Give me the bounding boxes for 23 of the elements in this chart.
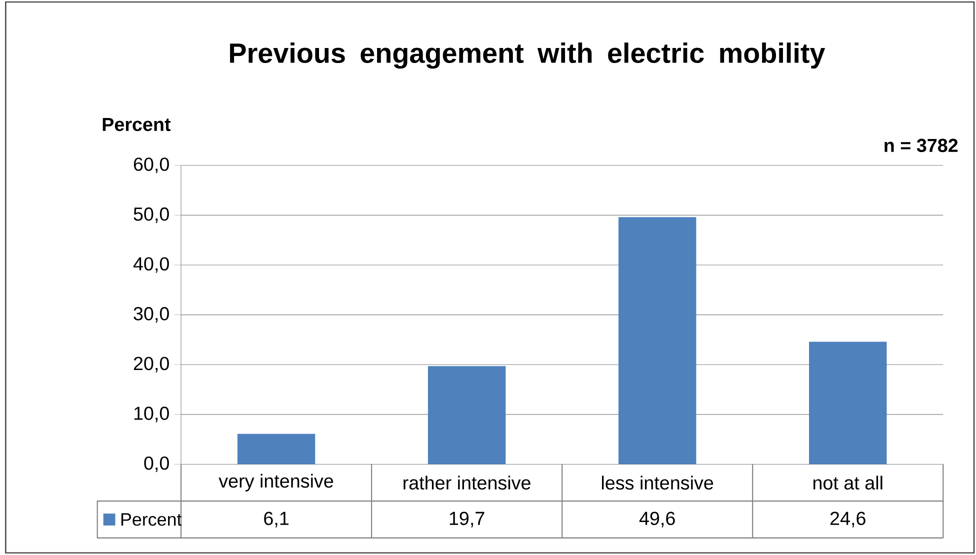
data-label: 49,6 [639, 512, 675, 528]
bar [809, 342, 887, 464]
y-axis-title: Percent [102, 118, 171, 132]
x-tick-label: very intensive [218, 474, 334, 492]
text: n = 3782 [884, 138, 958, 152]
chart-title: Previous engagement with electric mobility [230, 42, 826, 69]
y-tick-label: 50,0 [134, 207, 169, 224]
y-tick-label: 10,0 [134, 406, 169, 422]
data-label: 24,6 [830, 512, 866, 528]
y-tick-label: 40,0 [133, 257, 169, 273]
data-label: 6,1 [264, 512, 288, 528]
y-tick-label: 30,0 [134, 307, 169, 323]
y-tick-label: 20,0 [134, 356, 169, 372]
data-label: 19,7 [450, 512, 484, 528]
bar [618, 217, 696, 464]
y-tick-label: 60,0 [134, 158, 169, 174]
legend-label: Percent [121, 513, 182, 526]
x-tick-label: not at all [813, 476, 882, 490]
bar [237, 434, 316, 464]
bar [428, 366, 506, 464]
x-tick-label: rather intensive [404, 476, 530, 490]
x-tick-label: less intensive [602, 476, 714, 490]
y-tick-label: 0,0 [144, 456, 169, 472]
